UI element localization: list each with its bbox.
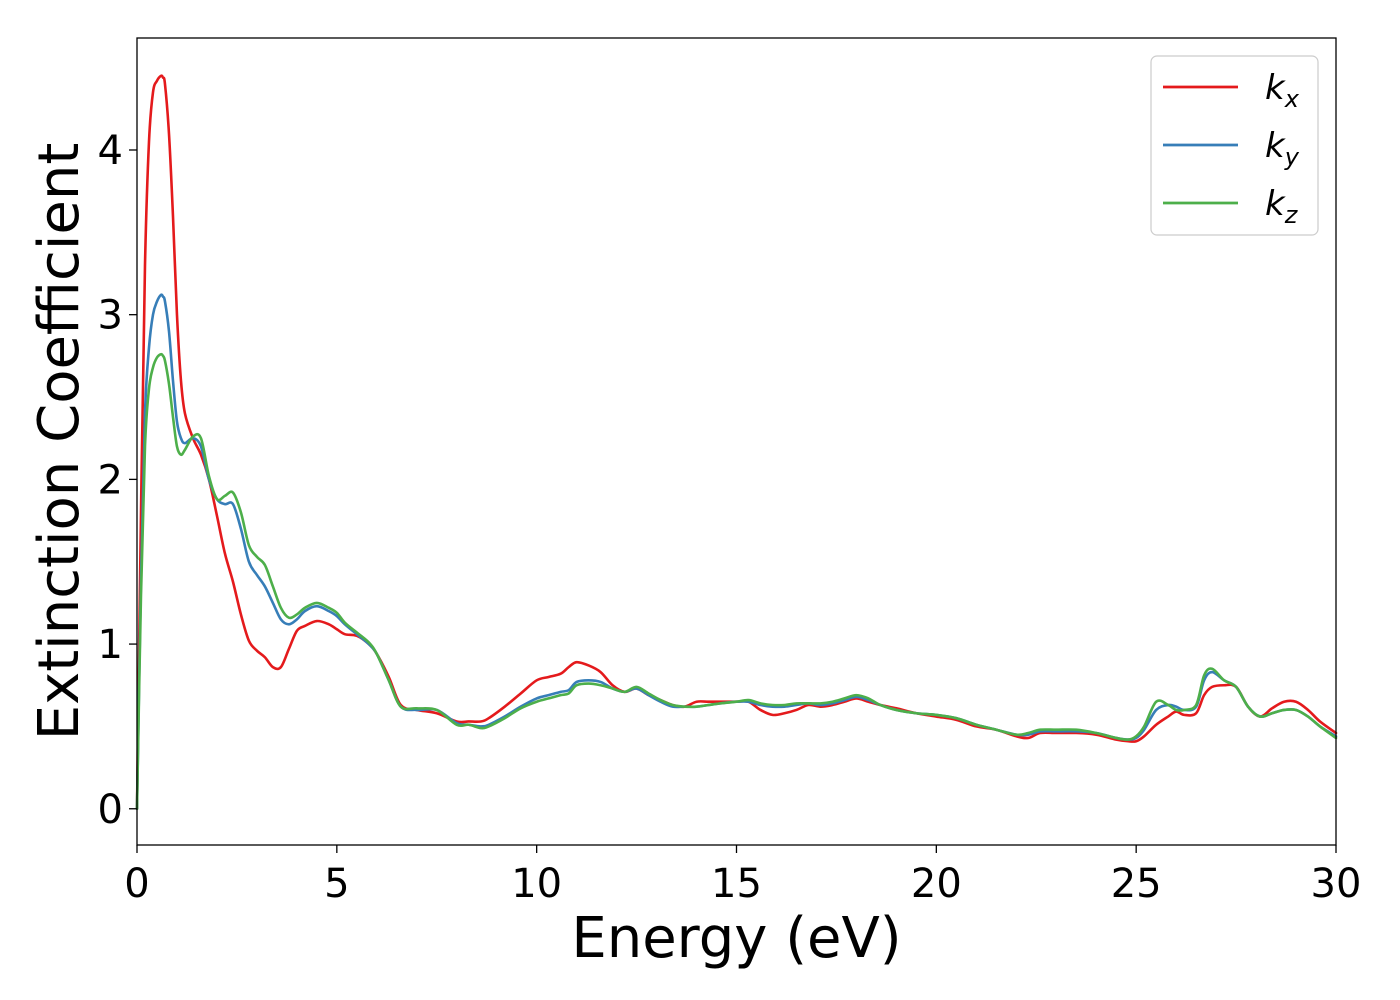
legend: kx ky kz — [1150, 55, 1319, 236]
legend-label: kz — [1265, 184, 1299, 229]
y-tick-label: 3 — [98, 293, 123, 339]
y-tick-label: 2 — [98, 457, 123, 503]
tick-layer: 0 5 10 15 20 25 30 0 1 2 3 4 — [98, 128, 1362, 907]
x-tick-label: 0 — [124, 861, 149, 907]
x-tick-label: 30 — [1311, 861, 1362, 907]
x-tick-label: 25 — [1111, 861, 1162, 907]
series-line-k-y — [135, 293, 1338, 811]
legend-label: ky — [1265, 126, 1300, 171]
x-tick-label: 15 — [711, 861, 762, 907]
y-tick-label: 4 — [98, 128, 123, 174]
y-tick-label: 1 — [98, 622, 123, 668]
series-layer — [135, 74, 1338, 811]
x-tick-label: 20 — [911, 861, 962, 907]
x-axis-label: Energy (eV) — [571, 906, 901, 971]
y-tick-label: 0 — [98, 787, 123, 833]
y-axis-label: Extinction Coefficient — [27, 143, 92, 741]
legend-label: kx — [1265, 68, 1300, 113]
x-tick-label: 5 — [324, 861, 349, 907]
series-line-k-z — [135, 352, 1338, 811]
x-tick-label: 10 — [511, 861, 562, 907]
